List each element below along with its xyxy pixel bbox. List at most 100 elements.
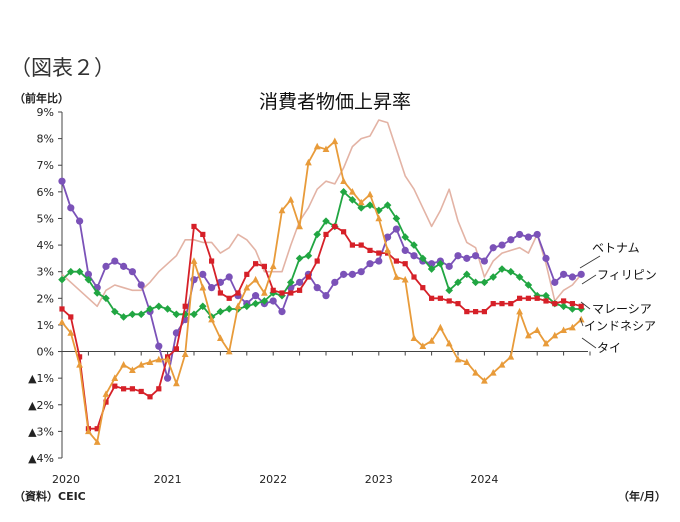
- data-point: [128, 268, 136, 276]
- data-point: [542, 291, 550, 300]
- data-point: [543, 298, 549, 304]
- data-point: [552, 301, 558, 307]
- data-point: [577, 270, 585, 278]
- data-point: [323, 231, 329, 238]
- data-point: [560, 270, 568, 278]
- data-point: [120, 361, 127, 368]
- y-tick-label: 7%: [37, 159, 54, 172]
- data-point: [58, 275, 66, 284]
- data-point: [199, 270, 207, 278]
- data-point: [472, 252, 480, 260]
- data-point: [129, 366, 136, 373]
- data-point: [445, 262, 453, 270]
- data-point: [155, 342, 163, 350]
- data-point: [296, 222, 303, 230]
- data-point: [269, 289, 277, 297]
- data-point: [480, 257, 488, 265]
- data-point: [429, 295, 435, 301]
- x-axis-unit-label: （年/月）: [618, 489, 666, 503]
- data-point: [498, 241, 506, 249]
- data-point: [59, 306, 65, 312]
- series-line: [61, 190, 582, 318]
- data-point: [401, 246, 409, 254]
- data-point: [561, 298, 567, 304]
- data-point: [225, 273, 233, 281]
- y-tick-label: 3%: [37, 266, 54, 279]
- data-point: [516, 307, 523, 315]
- data-point: [244, 271, 250, 277]
- data-point: [252, 275, 259, 283]
- data-point: [305, 274, 311, 280]
- series-フィリピン: [61, 119, 582, 308]
- data-point: [340, 270, 348, 278]
- data-point: [419, 254, 427, 263]
- data-point: [410, 334, 418, 342]
- data-point: [331, 137, 339, 145]
- data-point: [119, 313, 128, 321]
- data-point: [120, 262, 128, 270]
- data-point: [349, 188, 356, 195]
- y-axis-unit-label: （前年比）: [14, 91, 69, 105]
- axes: [61, 112, 588, 458]
- data-point: [172, 310, 181, 319]
- data-point: [524, 233, 533, 241]
- y-axis-ticks: 9% 8% 7% 6% 5% 4% 3% 2% 1% 0% ▲1% ▲2% ▲3% ▲4%: [28, 106, 62, 465]
- data-point: [437, 295, 443, 301]
- data-point: [411, 274, 417, 280]
- data-point: [384, 233, 392, 241]
- data-point: [446, 298, 452, 304]
- data-point: [357, 268, 365, 276]
- legend-label: タイ: [597, 341, 621, 355]
- data-point: [366, 260, 374, 268]
- data-point: [137, 361, 145, 368]
- data-point: [507, 353, 515, 360]
- data-point: [392, 214, 401, 223]
- series-タイ: [58, 137, 585, 445]
- data-point: [463, 270, 471, 279]
- data-point: [401, 275, 409, 283]
- data-point: [156, 386, 162, 392]
- data-point: [525, 295, 531, 301]
- data-point: [209, 258, 215, 264]
- data-point: [393, 273, 400, 280]
- data-point: [375, 257, 383, 265]
- data-point: [269, 297, 277, 305]
- x-year-label: 2024: [470, 473, 498, 486]
- data-point: [190, 310, 198, 319]
- y-tick-label: 4%: [37, 239, 54, 252]
- data-point: [93, 438, 101, 445]
- data-point: [401, 233, 409, 241]
- data-point: [463, 254, 471, 262]
- series-line: [61, 119, 582, 308]
- x-year-label: 2022: [259, 473, 287, 486]
- data-point: [428, 337, 435, 344]
- data-point: [200, 231, 206, 238]
- data-point: [402, 261, 408, 267]
- data-point: [427, 265, 436, 273]
- data-point: [278, 308, 286, 316]
- y-tick-label: 6%: [37, 186, 54, 199]
- y-tick-label: ▲1%: [28, 372, 54, 385]
- data-point: [269, 262, 277, 270]
- data-point: [75, 267, 84, 276]
- data-point: [94, 426, 100, 432]
- data-point: [226, 295, 232, 301]
- data-point: [410, 241, 418, 249]
- data-point: [137, 281, 145, 289]
- legend-label: マレーシア: [592, 302, 652, 316]
- data-point: [534, 295, 540, 301]
- x-year-label: 2023: [365, 473, 393, 486]
- data-point: [164, 374, 172, 382]
- data-point: [287, 278, 295, 287]
- data-point: [103, 399, 109, 405]
- data-point: [480, 278, 489, 287]
- data-point: [164, 355, 171, 363]
- data-point: [111, 257, 119, 265]
- data-point: [260, 297, 269, 305]
- data-point: [419, 342, 427, 350]
- data-point: [515, 273, 524, 281]
- data-point: [208, 315, 215, 323]
- x-axis-ticks: 2020 2021 2022 2023 2024: [52, 351, 591, 486]
- data-point: [68, 314, 74, 320]
- data-point: [472, 369, 479, 376]
